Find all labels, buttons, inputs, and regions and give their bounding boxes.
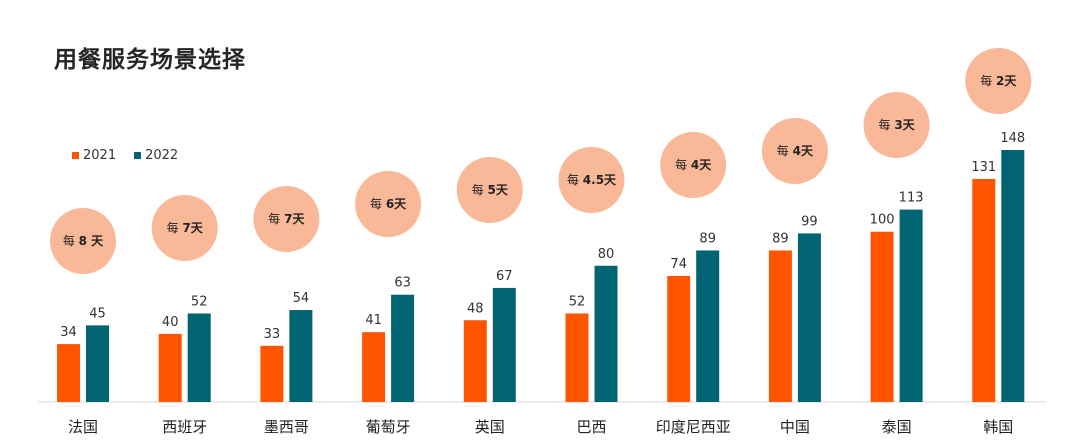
frequency-bubble-5 xyxy=(558,147,625,213)
value-label-2022-1: 52 xyxy=(191,294,208,309)
value-label-2021-3: 41 xyxy=(365,313,382,328)
value-label-2022-9: 148 xyxy=(1000,131,1025,146)
legend-swatch-2022 xyxy=(134,152,142,159)
bar-2022-3 xyxy=(391,294,415,402)
bar-2021-2 xyxy=(260,345,284,402)
category-label-6: 印度尼西亚 xyxy=(656,418,731,436)
legend-item-2021: 2021 xyxy=(72,148,116,163)
legend-swatch-2021 xyxy=(72,152,79,159)
frequency-bubble-4 xyxy=(456,157,523,223)
bar-2021-5 xyxy=(565,313,589,402)
category-label-4: 英国 xyxy=(475,418,505,436)
value-label-2021-9: 131 xyxy=(971,160,996,175)
value-label-2021-8: 100 xyxy=(870,213,895,228)
bar-2022-8 xyxy=(899,209,923,402)
frequency-label-4: 每 5天 xyxy=(472,182,509,197)
category-label-2: 墨西哥 xyxy=(264,418,309,436)
frequency-label-1: 每 7天 xyxy=(167,220,204,235)
category-label-0: 法国 xyxy=(68,418,98,436)
frequency-bubble-7 xyxy=(761,118,828,184)
bar-2022-5 xyxy=(594,265,618,402)
frequency-label-6: 每 4天 xyxy=(675,157,712,172)
bar-2021-6 xyxy=(667,276,691,402)
bar-2022-9 xyxy=(1001,150,1025,402)
frequency-label-8: 每 3天 xyxy=(879,117,916,132)
frequency-label-7: 每 4天 xyxy=(777,143,814,158)
bar-2022-1 xyxy=(187,313,211,402)
chart-legend: 2021 2022 xyxy=(72,148,178,163)
frequency-bubble-3 xyxy=(355,171,422,237)
value-label-2021-4: 48 xyxy=(467,301,484,316)
value-label-2021-0: 34 xyxy=(60,325,77,340)
frequency-bubble-0 xyxy=(50,208,116,274)
value-label-2021-7: 89 xyxy=(772,231,789,246)
bar-2021-0 xyxy=(57,344,80,402)
value-label-2021-2: 33 xyxy=(264,327,281,342)
legend-label-2021: 2021 xyxy=(83,148,117,163)
frequency-bubble-6 xyxy=(660,132,727,198)
bar-2022-0 xyxy=(86,325,109,402)
bar-2021-8 xyxy=(870,231,894,402)
value-label-2021-1: 40 xyxy=(162,315,179,330)
value-label-2022-6: 89 xyxy=(699,231,716,246)
frequency-bubble-2 xyxy=(253,186,320,252)
bar-2021-3 xyxy=(362,332,386,402)
value-label-2022-0: 45 xyxy=(89,306,106,321)
frequency-label-0: 每 8 天 xyxy=(63,233,104,248)
bar-2022-2 xyxy=(289,310,313,402)
category-label-5: 巴西 xyxy=(576,418,606,436)
frequency-bubble-8 xyxy=(863,92,930,158)
legend-item-2022: 2022 xyxy=(134,148,178,163)
category-label-9: 韩国 xyxy=(983,418,1013,436)
bar-2022-4 xyxy=(492,287,516,402)
frequency-label-5: 每 4.5天 xyxy=(567,172,617,187)
category-label-3: 葡萄牙 xyxy=(366,418,411,436)
category-label-7: 中国 xyxy=(780,418,810,436)
bar-2021-9 xyxy=(972,178,996,402)
frequency-bubble-1 xyxy=(151,195,218,261)
value-label-2022-4: 67 xyxy=(496,269,513,284)
frequency-bubble-9 xyxy=(965,48,1032,114)
legend-label-2022: 2022 xyxy=(145,148,179,163)
value-label-2022-7: 99 xyxy=(801,214,818,229)
bar-2021-1 xyxy=(158,333,182,402)
bar-2022-7 xyxy=(797,233,821,402)
page-title: 用餐服务场景选择 xyxy=(54,47,246,73)
frequency-label-9: 每 2天 xyxy=(980,73,1017,88)
value-label-2022-3: 63 xyxy=(394,276,411,291)
value-label-2022-5: 80 xyxy=(598,247,615,262)
value-label-2021-5: 52 xyxy=(569,294,586,309)
category-label-8: 泰国 xyxy=(882,418,912,436)
frequency-label-2: 每 7天 xyxy=(268,211,305,226)
bar-2022-6 xyxy=(696,250,720,402)
frequency-label-3: 每 6天 xyxy=(370,196,407,211)
category-label-1: 西班牙 xyxy=(162,418,207,436)
value-label-2022-2: 54 xyxy=(293,291,310,306)
value-label-2021-6: 74 xyxy=(670,257,687,272)
bar-2021-4 xyxy=(463,320,487,402)
value-label-2022-8: 113 xyxy=(899,191,924,206)
bar-2021-7 xyxy=(768,250,792,402)
